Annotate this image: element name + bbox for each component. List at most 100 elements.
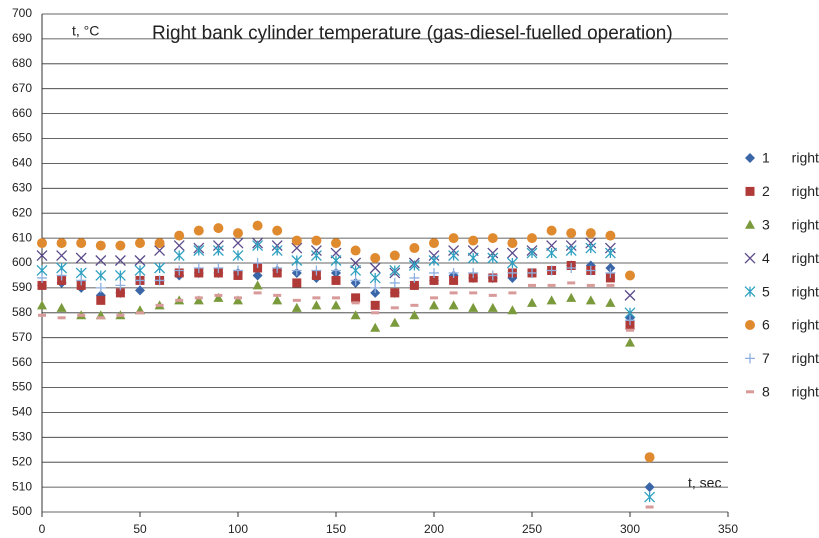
point [506,257,518,269]
point [116,313,125,317]
point [585,265,596,276]
point [507,238,518,249]
point [605,267,616,278]
point [115,240,126,251]
y-tick-label: 670 [12,81,32,95]
point [213,223,224,234]
x-tick-label: 150 [326,522,346,536]
point [350,265,362,276]
point [193,245,205,257]
point [56,238,67,249]
y-tick-label: 700 [12,6,32,20]
y-tick-label: 570 [12,330,32,344]
point [469,291,478,295]
point [390,288,400,298]
point [135,238,145,249]
point [135,275,145,286]
point [193,295,204,305]
y-tick-label: 520 [12,454,32,468]
y-tick-label: 620 [12,205,32,219]
point [429,300,439,310]
point [252,280,263,290]
point [370,300,380,310]
point [429,275,439,285]
point [429,238,439,249]
point [76,275,87,286]
legend-label: 3 right [762,217,819,233]
point [115,288,125,298]
x-tick-label: 100 [228,522,248,536]
point [585,295,596,305]
point [134,265,146,276]
point [527,297,537,307]
point [253,291,262,295]
point [546,247,558,259]
point [174,230,185,241]
point [77,313,86,317]
y-axis-label: t, °C [72,23,99,39]
point [468,267,479,278]
x-tick-label: 350 [718,522,738,536]
legend-marker [745,186,755,196]
point [566,228,577,239]
point [567,281,576,285]
point [232,250,244,261]
point [389,250,400,261]
point [96,295,106,305]
point [644,482,655,493]
y-tick-label: 640 [12,156,32,170]
point [507,305,518,315]
point [586,283,595,287]
y-tick-label: 550 [12,380,32,394]
point [448,267,459,278]
point [410,303,419,307]
point [585,228,596,239]
point [625,315,635,326]
chart-title: Right bank cylinder temperature (gas-die… [152,23,673,44]
point [389,277,400,288]
point [428,255,440,266]
y-tick-label: 560 [12,355,32,369]
point [114,255,126,266]
point [546,265,557,276]
point [488,293,497,297]
point [449,291,458,295]
point [193,225,204,236]
point [566,292,577,302]
point [604,247,616,259]
point [213,292,224,302]
legend-label: 6 right [762,317,819,333]
point [448,300,459,310]
point [430,296,438,300]
point [154,262,166,274]
legend-label: 8 right [762,384,819,400]
point [56,270,67,281]
point [408,260,420,271]
point [232,237,244,249]
legend-label: 4 right [762,250,819,266]
point [175,298,184,302]
y-tick-label: 510 [12,479,32,493]
point [644,491,656,503]
x-tick-label: 250 [522,522,542,536]
point [115,280,126,291]
y-tick-label: 500 [12,504,32,518]
point [95,269,107,281]
point [252,258,263,268]
legend-marker [745,153,755,163]
point [312,296,321,300]
x-tick-label: 50 [133,522,147,536]
point [487,270,498,281]
point [193,262,204,273]
point [506,247,518,259]
point [389,317,400,327]
point [95,282,106,293]
y-tick-label: 650 [12,131,32,145]
y-tick-label: 660 [12,106,32,120]
point [76,238,87,249]
point [507,267,518,278]
point [370,282,381,293]
point [272,295,283,305]
point [155,303,164,307]
